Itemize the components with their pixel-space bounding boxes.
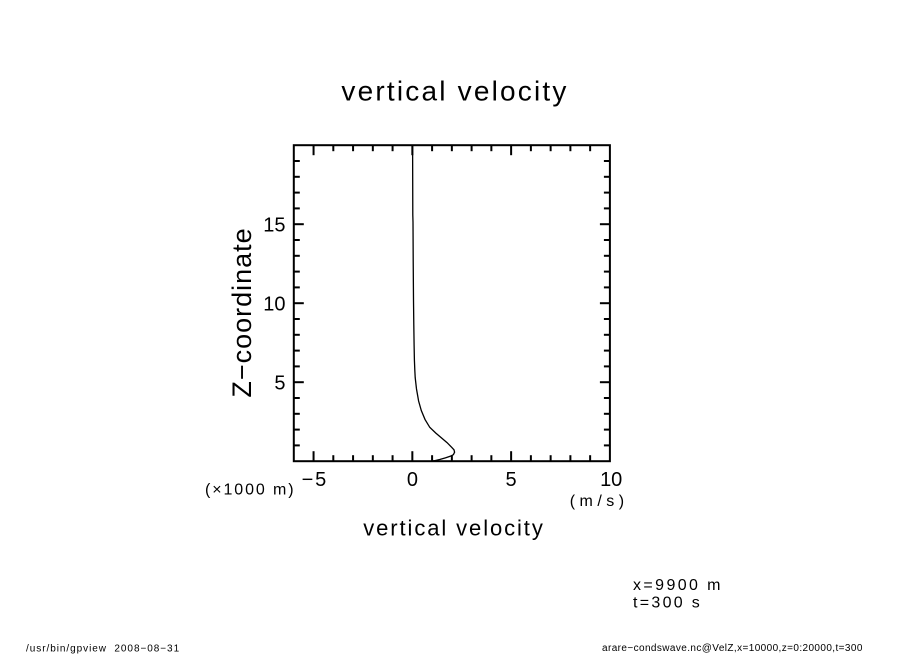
- svg-text:vertical velocity: vertical velocity: [363, 516, 544, 541]
- svg-text:15: 15: [263, 215, 285, 237]
- svg-text:arare−condswave.nc@VelZ,x=1000: arare−condswave.nc@VelZ,x=10000,z=0:2000…: [602, 643, 863, 654]
- svg-text:0: 0: [407, 469, 418, 491]
- svg-text:−5: −5: [302, 469, 328, 491]
- svg-text:10: 10: [263, 294, 285, 316]
- svg-text:5: 5: [274, 373, 285, 395]
- svg-text:10: 10: [600, 469, 622, 491]
- svg-text:/usr/bin/gpview 2008−08−31: /usr/bin/gpview 2008−08−31: [26, 644, 180, 655]
- svg-text:(m/s): (m/s): [570, 493, 629, 510]
- svg-text:x=9900 m: x=9900 m: [633, 577, 723, 594]
- svg-text:vertical velocity: vertical velocity: [341, 75, 568, 106]
- svg-text:Z−coordinate: Z−coordinate: [227, 227, 257, 397]
- svg-text:(×1000 m): (×1000 m): [205, 481, 295, 498]
- svg-text:5: 5: [506, 469, 517, 491]
- svg-text:t=300 s: t=300 s: [633, 595, 702, 612]
